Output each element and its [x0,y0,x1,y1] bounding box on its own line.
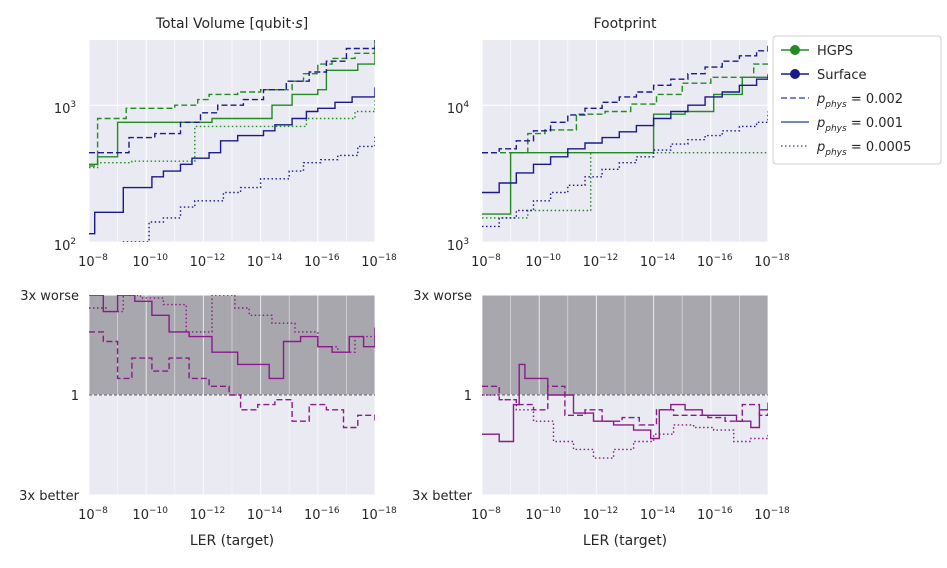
volume-series-group [89,40,375,242]
volume-panel: Total Volume [qubit·s] 10−8 10−10 10−12 10−1… [54,16,397,270]
legend-marker [790,45,800,55]
legend-entry: HGPS [781,44,853,59]
volume-xtick-label: 10−12 [190,253,226,270]
volume-ratio-panel: 10−8 10−10 10−12 10−14 10−16 10−18 3x worse 1 3x… [19,289,397,549]
volume-series-surface-0_001-line [89,87,375,235]
footprint-ratio-xtick-label: 10−10 [525,506,561,523]
volume-ratio-series-group [89,295,375,429]
footprint-xtick-label: 10−12 [583,253,619,270]
legend-label: HGPS [817,44,853,59]
volume-xtick-label: 10−16 [304,253,340,270]
footprint-series-group [482,44,768,228]
volume-ytick-label: 103 [54,100,76,117]
footprint-panel: Footprint 10−8 10−10 10−12 10−14 10−16 10−18 10… [447,16,790,270]
footprint-series-surface-0_001-line [482,75,768,194]
footprint-xtick-label: 10−10 [525,253,561,270]
volume-ratio-ytick-label: 1 [71,389,79,404]
volume-xtick-label: 10−10 [132,253,168,270]
footprint-ratio-xlabel: LER (target) [583,533,667,549]
footprint-title: Footprint [593,16,657,32]
footprint-series-surface-0_002-line [482,44,768,154]
volume-ytick-label: 102 [54,237,76,254]
footprint-ratio-xtick-label: 10−12 [583,506,619,523]
volume-ratio-series-0_002-line [89,331,375,429]
footprint-ratio-ytick-label: 3x worse [413,289,472,304]
footprint-xtick-label: 10−18 [754,253,790,270]
legend-box [772,35,942,165]
footprint-ratio-xtick-label: 10−8 [471,506,501,523]
footprint-ratio-ytick-label: 1 [464,389,472,404]
legend-label: pphys = 0.001 [816,116,903,134]
footprint-xtick-label: 10−16 [697,253,733,270]
volume-xtick-label: 10−18 [361,253,397,270]
footprint-ratio-ytick-label: 3x better [412,489,473,504]
volume-ratio-xtick-label: 10−16 [304,506,340,523]
volume-ratio-series-0_0005-line [89,295,375,353]
footprint-series-hgps-0_0005-line [482,152,768,219]
footprint-ytick-label: 103 [447,237,469,254]
footprint-ytick-label: 104 [447,100,470,117]
volume-series-hgps-0_001-line [89,42,375,165]
legend-entry: pphys = 0.001 [781,116,903,134]
footprint-series-hgps-0_002-line [482,61,768,154]
footprint-ratio-series-0_001-line [482,363,768,443]
volume-ratio-ytick-label: 3x better [19,489,80,504]
legend-label: pphys = 0.002 [816,92,903,110]
volume-ratio-xtick-label: 10−12 [190,506,226,523]
volume-ratio-series-0_001-line [89,295,375,380]
volume-ratio-xtick-label: 10−18 [361,506,397,523]
volume-series-hgps-0_002-line [89,48,375,167]
volume-series-surface-0_002-line [89,40,375,154]
footprint-xtick-label: 10−8 [471,253,501,270]
footprint-ratio-xtick-label: 10−18 [754,506,790,523]
legend: HGPS Surface pphys = 0.002 pphys = 0.001 pph… [772,35,942,165]
volume-series-hgps-0_0005-line [89,99,375,169]
legend-entry: pphys = 0.0005 [781,140,911,158]
legend-entry: Surface [781,68,867,83]
volume-ratio-ytick-label: 3x worse [20,289,79,304]
footprint-ratio-series-0_002-line [482,385,768,426]
volume-xtick-label: 10−14 [247,253,283,270]
legend-label: Surface [817,68,867,83]
volume-xtick-label: 10−8 [78,253,108,270]
volume-title: Total Volume [qubit·s] [155,16,308,32]
footprint-ratio-series-0_0005-line [482,394,768,459]
volume-ratio-xtick-label: 10−8 [78,506,108,523]
footprint-xtick-label: 10−14 [640,253,676,270]
legend-marker [790,69,800,79]
volume-ratio-xtick-label: 10−10 [132,506,168,523]
legend-label: pphys = 0.0005 [816,140,911,158]
volume-ratio-xtick-label: 10−14 [247,506,283,523]
footprint-ratio-xtick-label: 10−16 [697,506,733,523]
footprint-ratio-series-group [482,363,768,459]
footprint-ratio-xtick-label: 10−14 [640,506,676,523]
footprint-ratio-panel: 10−8 10−10 10−12 10−14 10−16 10−18 3x worse 1 3x… [412,289,790,549]
legend-entry: pphys = 0.002 [781,92,903,110]
volume-ratio-xlabel: LER (target) [190,533,274,549]
